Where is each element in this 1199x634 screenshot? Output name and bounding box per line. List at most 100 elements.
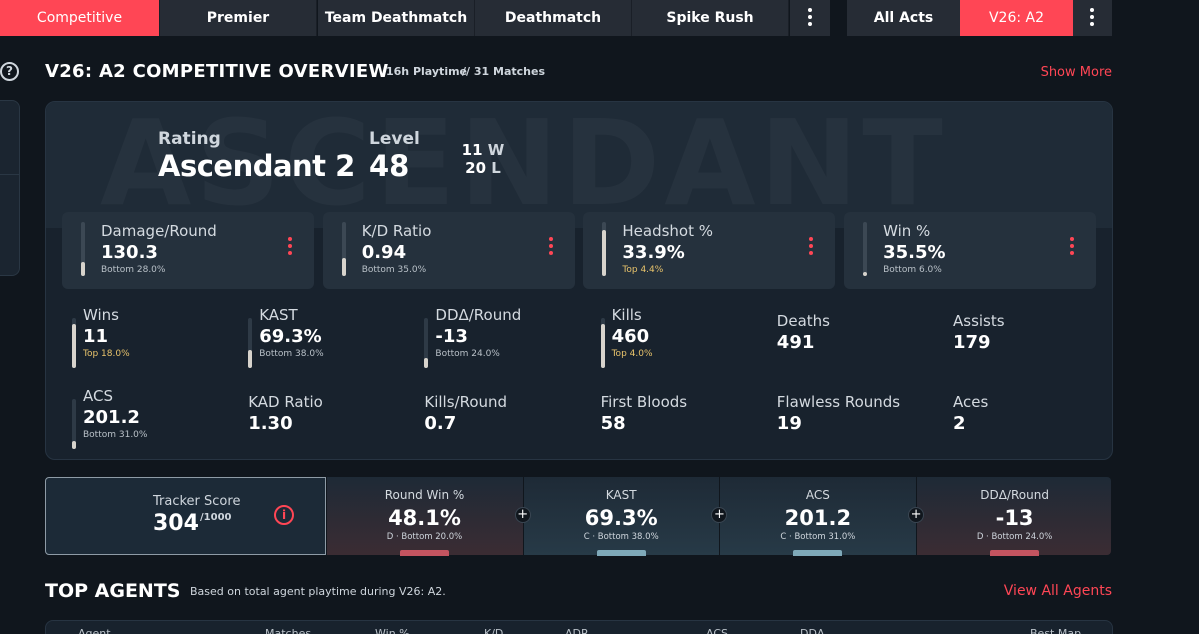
level-value: 48 <box>369 149 410 183</box>
stat-value: 35.5% <box>883 242 946 263</box>
metric-pill <box>596 550 646 556</box>
record-line: 11 W <box>448 141 518 159</box>
metric-panel <box>719 477 917 555</box>
dot <box>548 251 553 255</box>
column-header: K/D <box>484 627 504 634</box>
more-menu[interactable] <box>546 237 556 257</box>
metric-grade: C · Bottom 31.0% <box>780 532 856 542</box>
stat-value: 11 <box>83 326 109 347</box>
stat-value: 201.2 <box>83 407 140 428</box>
mode-tab[interactable]: Spike Rush <box>632 0 789 36</box>
level-label: Level <box>369 129 420 149</box>
percentile-track <box>424 318 429 368</box>
dot <box>288 237 292 241</box>
info-icon[interactable]: i <box>274 505 294 525</box>
more-menu[interactable] <box>806 237 816 257</box>
column-header: Matches <box>265 627 312 634</box>
tracker-score: 304 <box>153 511 199 536</box>
stat-value: 130.3 <box>101 242 158 263</box>
record-suffix: L <box>491 159 501 177</box>
mode-tab[interactable]: Premier <box>160 0 317 36</box>
stat-value: 58 <box>600 413 626 434</box>
dot <box>1070 237 1075 241</box>
act-tab[interactable]: All Acts <box>847 0 960 36</box>
stat-label: Headshot % <box>622 222 714 240</box>
stat-label: Win % <box>883 222 931 240</box>
column-header: ADR <box>565 627 589 634</box>
stat-percentile: Top 4.0% <box>611 349 653 359</box>
mode-tab[interactable]: Competitive <box>0 0 160 36</box>
dot <box>808 15 812 19</box>
more-menu[interactable] <box>805 8 815 28</box>
stat-label: First Bloods <box>600 393 688 411</box>
stat-percentile: Bottom 24.0% <box>435 349 500 359</box>
stat-card <box>583 212 836 289</box>
record-suffix: W <box>487 141 505 159</box>
metric-label: DDΔ/Round <box>980 488 1049 502</box>
percentile-track <box>248 318 253 368</box>
dot <box>1090 8 1094 12</box>
stat-label: ACS <box>83 387 113 405</box>
percentile-fill <box>600 324 605 368</box>
sidebar-panel <box>0 100 20 276</box>
plus-icon: + <box>514 507 531 523</box>
act-tab[interactable]: V26: A2 <box>960 0 1073 36</box>
stat-percentile: Bottom 35.0% <box>361 265 427 275</box>
percentile-fill <box>602 230 607 276</box>
metric-label: Round Win % <box>384 488 465 502</box>
column-header: DDΔ <box>800 627 825 634</box>
metric-value: 48.1% <box>388 506 461 530</box>
metric-label: ACS <box>805 488 830 502</box>
stat-value: 0.7 <box>424 413 457 434</box>
column-header: Best Map <box>1030 627 1082 634</box>
dot <box>809 244 814 248</box>
column-header: ACS <box>706 627 728 634</box>
dot <box>288 244 292 248</box>
metric-pill <box>793 550 843 556</box>
record-count: 20 <box>465 159 487 177</box>
header-band <box>46 102 1112 228</box>
metric-grade: C · Bottom 38.0% <box>583 532 659 542</box>
more-menu[interactable] <box>1067 237 1077 257</box>
stat-card <box>62 212 314 289</box>
view-all-agents[interactable]: View All Agents <box>1003 583 1112 599</box>
stat-value: 19 <box>776 413 802 434</box>
stat-value: 179 <box>953 332 991 353</box>
sidebar-divider <box>0 174 20 175</box>
plus-icon: + <box>711 507 728 523</box>
agents-subtitle: Based on total agent playtime during V26… <box>190 585 446 598</box>
dot <box>1070 244 1075 248</box>
more-menu[interactable] <box>285 237 295 257</box>
stat-label: Flawless Rounds <box>776 393 901 411</box>
percentile-track <box>863 222 868 276</box>
stat-value: 69.3% <box>259 326 322 347</box>
overview-title: V26: A2 COMPETITIVE OVERVIEW <box>45 61 389 82</box>
help-icon[interactable]: ? <box>0 62 19 81</box>
stat-label: K/D Ratio <box>361 222 432 240</box>
stat-percentile: Bottom 31.0% <box>83 430 148 440</box>
dot <box>1090 22 1094 26</box>
percentile-fill <box>341 258 346 276</box>
column-header: Agent <box>78 627 111 634</box>
metric-pill <box>400 550 449 556</box>
playtime: 16h Playtime <box>386 65 468 78</box>
stat-label: Kills/Round <box>424 393 508 411</box>
stat-label: Assists <box>953 312 1005 330</box>
stat-percentile: Bottom 6.0% <box>883 265 942 275</box>
stat-label: DDΔ/Round <box>435 306 522 324</box>
rank-name: Ascendant 2 <box>158 149 355 183</box>
mode-tab[interactable]: Team Deathmatch <box>318 0 475 36</box>
stat-value: -13 <box>435 326 468 347</box>
metric-grade: D · Bottom 24.0% <box>976 532 1053 542</box>
metric-panel <box>916 477 1112 555</box>
mode-tab[interactable]: Deathmatch <box>475 0 632 36</box>
percentile-track <box>81 222 85 276</box>
stat-label: KAST <box>259 306 298 324</box>
show-more[interactable]: Show More <box>1040 65 1112 80</box>
dot <box>809 251 814 255</box>
more-menu[interactable] <box>1087 8 1097 28</box>
percentile-fill <box>81 262 85 276</box>
stat-value: 2 <box>953 413 966 434</box>
dot <box>808 22 812 26</box>
